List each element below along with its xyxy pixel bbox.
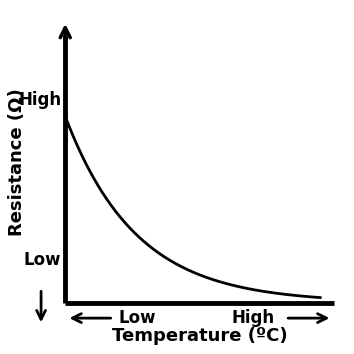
Text: Resistance (Ω): Resistance (Ω): [8, 88, 26, 236]
Text: Low: Low: [24, 251, 61, 269]
Text: High: High: [18, 91, 61, 109]
Text: Low: Low: [119, 309, 156, 327]
Text: Temperature (ºC): Temperature (ºC): [112, 327, 287, 346]
Text: High: High: [232, 309, 275, 327]
